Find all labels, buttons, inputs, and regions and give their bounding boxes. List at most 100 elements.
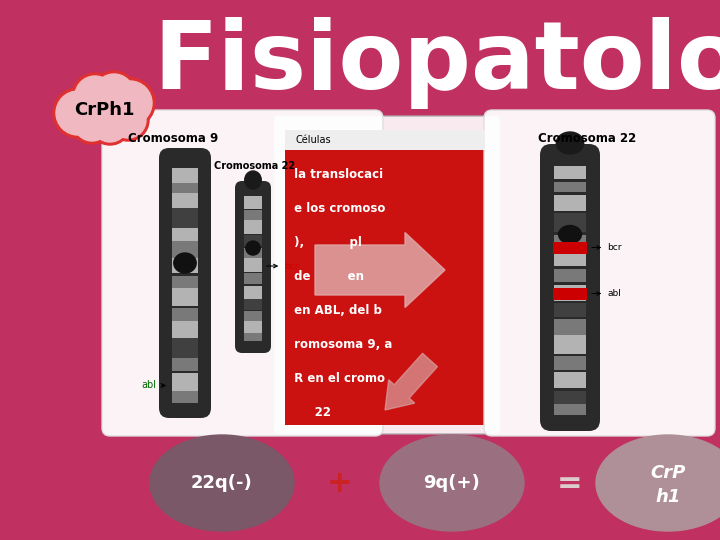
Text: ),           pl: ), pl [290,236,362,249]
FancyBboxPatch shape [553,241,587,253]
Text: CrP: CrP [650,464,685,482]
FancyBboxPatch shape [554,181,586,192]
Circle shape [75,76,115,116]
FancyBboxPatch shape [244,220,262,234]
FancyBboxPatch shape [554,195,586,211]
FancyBboxPatch shape [554,166,586,179]
FancyBboxPatch shape [554,372,586,388]
Circle shape [91,71,137,117]
Text: 9q(+): 9q(+) [423,474,480,492]
FancyBboxPatch shape [172,358,198,370]
FancyBboxPatch shape [172,275,198,288]
FancyBboxPatch shape [244,248,262,258]
Text: bcr: bcr [592,243,621,252]
Text: Células: Células [295,135,330,145]
FancyBboxPatch shape [172,228,198,240]
Text: +: + [327,469,353,497]
FancyBboxPatch shape [244,321,262,333]
Ellipse shape [245,171,261,189]
FancyBboxPatch shape [235,181,271,353]
FancyBboxPatch shape [274,116,500,434]
Text: abl: abl [592,289,621,298]
FancyBboxPatch shape [172,321,198,338]
FancyBboxPatch shape [554,391,586,404]
Text: en ABL, del b: en ABL, del b [290,304,382,317]
Text: CrPh1: CrPh1 [73,101,134,119]
Circle shape [108,81,152,125]
FancyBboxPatch shape [244,299,262,309]
FancyBboxPatch shape [159,148,211,418]
Circle shape [53,88,103,138]
FancyBboxPatch shape [172,168,198,183]
FancyBboxPatch shape [172,390,198,403]
Text: Fisiopatología: Fisiopatología [154,14,720,110]
FancyBboxPatch shape [554,234,586,248]
Text: 22: 22 [290,406,331,419]
FancyBboxPatch shape [102,110,383,436]
Text: Cromosoma 9: Cromosoma 9 [128,132,218,145]
FancyBboxPatch shape [244,286,262,299]
FancyBboxPatch shape [172,258,198,273]
Circle shape [89,103,131,145]
FancyBboxPatch shape [244,258,262,272]
FancyBboxPatch shape [244,273,262,285]
FancyBboxPatch shape [244,333,262,341]
Circle shape [56,91,100,135]
FancyBboxPatch shape [172,193,198,208]
FancyArrow shape [385,353,438,410]
FancyBboxPatch shape [172,240,198,258]
FancyBboxPatch shape [554,335,586,354]
Ellipse shape [246,241,260,255]
FancyBboxPatch shape [172,308,198,321]
Circle shape [94,74,134,114]
Circle shape [110,102,146,138]
Text: Cromosoma 22: Cromosoma 22 [215,161,296,171]
Ellipse shape [150,435,294,531]
Circle shape [92,106,128,142]
FancyBboxPatch shape [554,213,586,232]
FancyBboxPatch shape [172,338,198,358]
Circle shape [74,105,110,141]
FancyBboxPatch shape [554,319,586,335]
FancyBboxPatch shape [172,288,198,306]
FancyBboxPatch shape [285,130,485,425]
Circle shape [72,73,118,119]
FancyBboxPatch shape [554,404,586,415]
FancyBboxPatch shape [244,235,262,246]
Text: e los cromoso: e los cromoso [290,202,385,215]
FancyBboxPatch shape [540,144,600,431]
Ellipse shape [380,435,524,531]
Text: Cromosoma 22: Cromosoma 22 [538,132,636,145]
FancyBboxPatch shape [554,303,586,316]
Ellipse shape [174,253,196,273]
FancyBboxPatch shape [172,183,198,193]
FancyBboxPatch shape [554,356,586,370]
FancyBboxPatch shape [554,285,586,301]
Text: R en el cromo: R en el cromo [290,372,385,385]
FancyBboxPatch shape [285,130,485,150]
Circle shape [79,85,129,135]
Text: bcr: bcr [267,261,299,271]
Text: romosoma 9, a: romosoma 9, a [290,338,392,351]
FancyBboxPatch shape [244,196,262,208]
Text: de         en: de en [290,270,364,283]
FancyBboxPatch shape [244,311,262,321]
Text: la translocaci: la translocaci [290,168,383,181]
FancyBboxPatch shape [172,208,198,228]
FancyBboxPatch shape [172,373,198,390]
Ellipse shape [557,132,584,154]
Text: h1: h1 [655,488,680,506]
FancyBboxPatch shape [553,287,587,300]
FancyBboxPatch shape [244,210,262,220]
Ellipse shape [596,435,720,531]
Text: abl: abl [141,381,165,390]
Text: =: = [557,469,582,497]
FancyBboxPatch shape [554,269,586,282]
Ellipse shape [559,226,582,244]
FancyBboxPatch shape [484,110,715,436]
Circle shape [71,102,113,144]
FancyArrow shape [315,233,445,307]
Text: 22q(-): 22q(-) [191,474,253,492]
FancyBboxPatch shape [554,251,586,266]
Circle shape [107,99,149,141]
